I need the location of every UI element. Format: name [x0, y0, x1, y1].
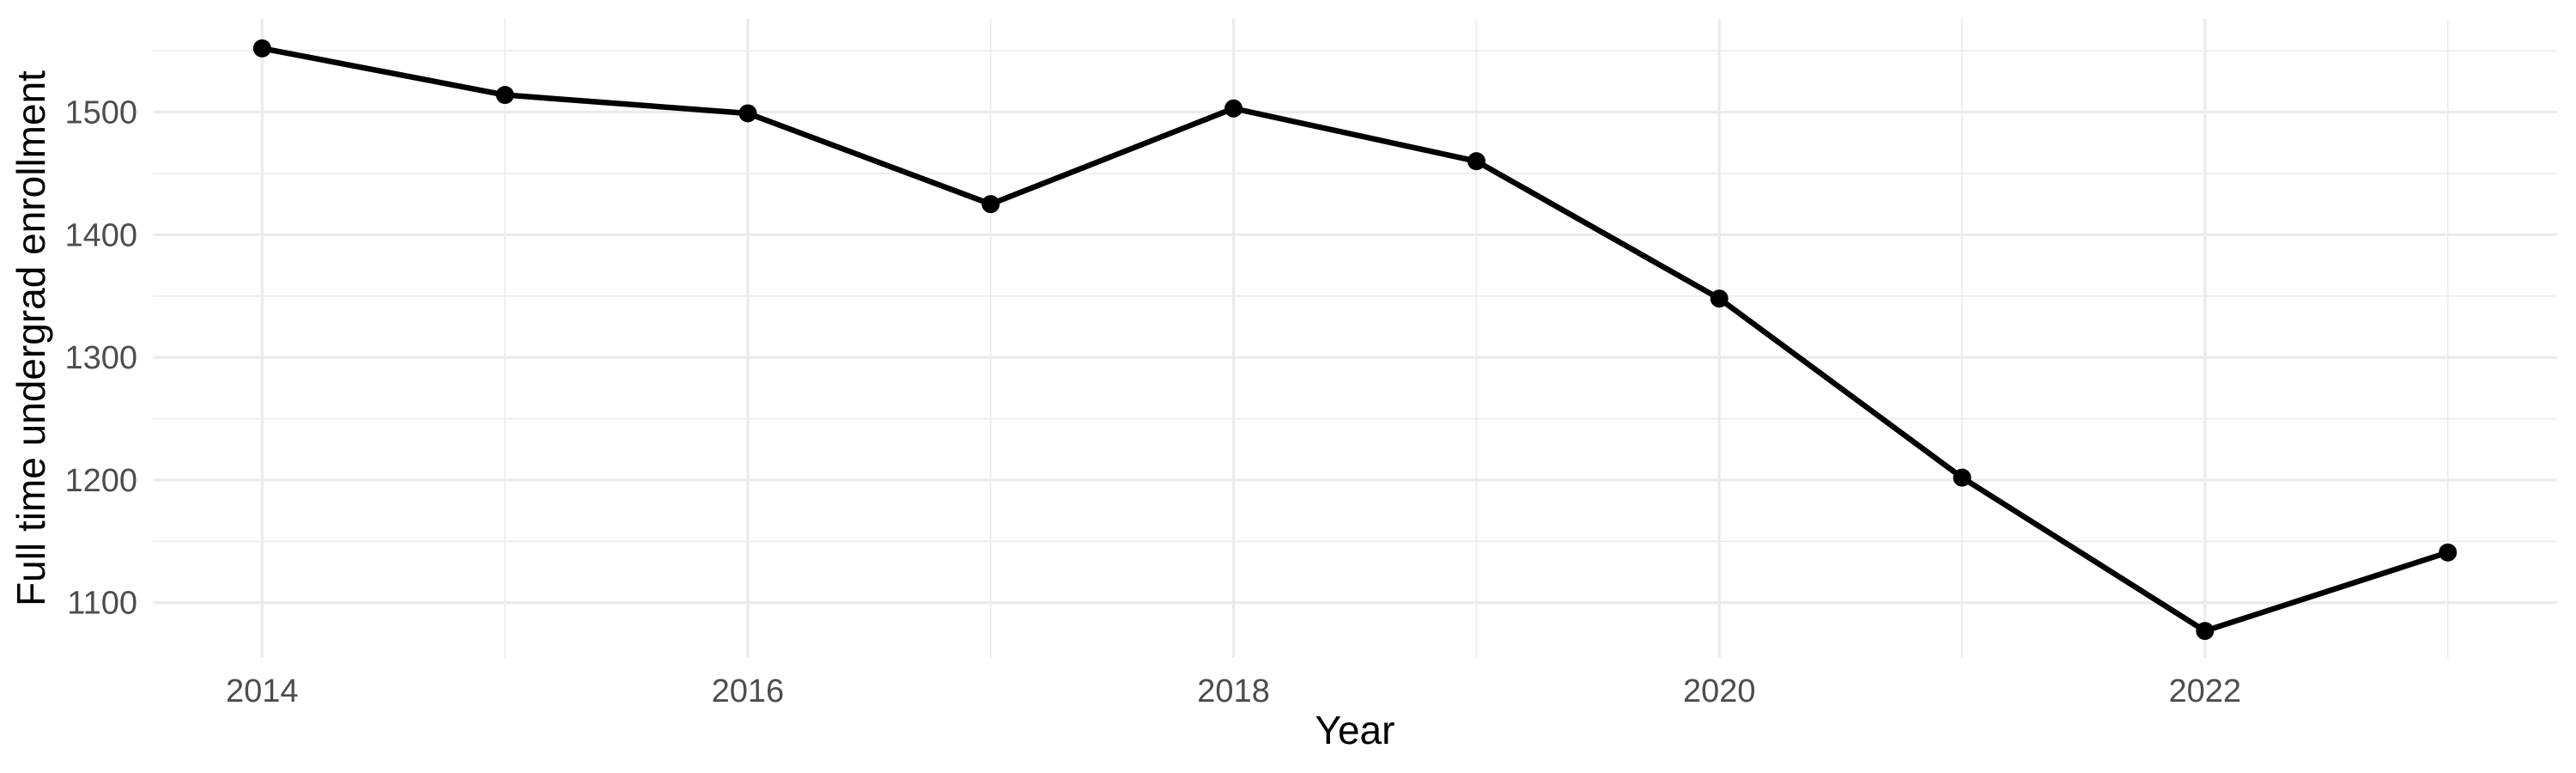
data-point	[1953, 468, 1971, 487]
y-tick-label: 1400	[64, 217, 137, 253]
data-point	[1710, 289, 1728, 308]
x-tick-label: 2022	[2169, 673, 2242, 709]
y-tick-label: 1200	[64, 463, 137, 499]
x-tick-label: 2016	[712, 673, 785, 709]
data-point	[495, 86, 514, 105]
y-axis-title: Full time undergrad enrollment	[9, 70, 53, 606]
x-tick-label: 2014	[226, 673, 299, 709]
x-axis-title: Year	[1315, 708, 1395, 752]
y-tick-label: 1300	[64, 340, 137, 376]
line-series	[261, 46, 2449, 634]
data-point	[738, 104, 757, 123]
x-tick-label: 2020	[1683, 673, 1756, 709]
data-point	[1467, 152, 1485, 171]
y-tick-label: 1100	[67, 586, 137, 622]
y-tick-label: 1500	[64, 95, 137, 131]
x-tick-label: 2018	[1197, 673, 1270, 709]
data-point	[252, 39, 271, 58]
data-point	[2439, 543, 2458, 562]
data-point	[981, 195, 1000, 214]
data-point	[2196, 622, 2215, 641]
data-point	[1224, 99, 1243, 118]
